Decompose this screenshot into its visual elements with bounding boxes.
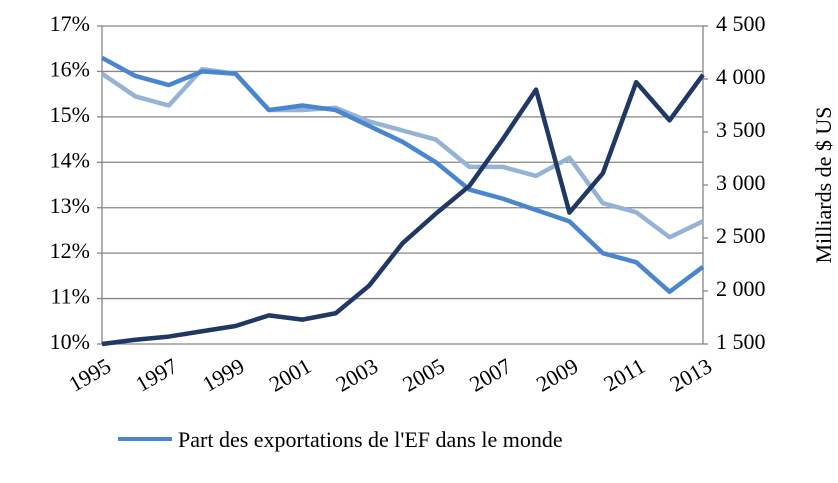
series-line [100, 66, 704, 240]
y2-tick-label: 2 000 [716, 276, 766, 301]
x-tick-label: 2003 [332, 353, 383, 397]
y2-tick-label: 4 000 [716, 64, 766, 89]
x-tick-label: 1997 [131, 353, 182, 397]
y-tick-label: 15% [50, 102, 90, 127]
y-tick-label: 12% [50, 238, 90, 263]
x-tick-label: 2005 [398, 353, 449, 397]
y-tick-label: 14% [50, 147, 90, 172]
y2-tick-label: 3 500 [716, 117, 766, 142]
x-tick-label: 1999 [198, 353, 249, 397]
x-tick-label: 2007 [465, 353, 516, 397]
y-tick-label: 16% [50, 56, 90, 81]
y-tick-label: 13% [50, 193, 90, 218]
series-line [100, 55, 705, 295]
y-tick-label: 10% [50, 329, 90, 354]
y-tick-label: 11% [50, 284, 90, 309]
y2-tick-label: 2 500 [716, 223, 766, 248]
y2-tick-label: 1 500 [716, 329, 766, 354]
legend-label: Part des exportations de l'EF dans le mo… [178, 427, 563, 452]
x-tick-label: 2001 [265, 353, 316, 397]
y-tick-label: 17% [50, 11, 90, 36]
x-tick-label: 2009 [532, 353, 583, 397]
x-tick-label: 1995 [64, 353, 115, 397]
x-tick-label: 2013 [665, 353, 716, 397]
x-tick-label: 2011 [599, 353, 649, 396]
y2-axis-title: Milliards de $ US [811, 106, 836, 263]
y2-tick-label: 3 000 [716, 170, 766, 195]
series-line [101, 73, 705, 347]
y2-tick-label: 4 500 [716, 11, 766, 36]
